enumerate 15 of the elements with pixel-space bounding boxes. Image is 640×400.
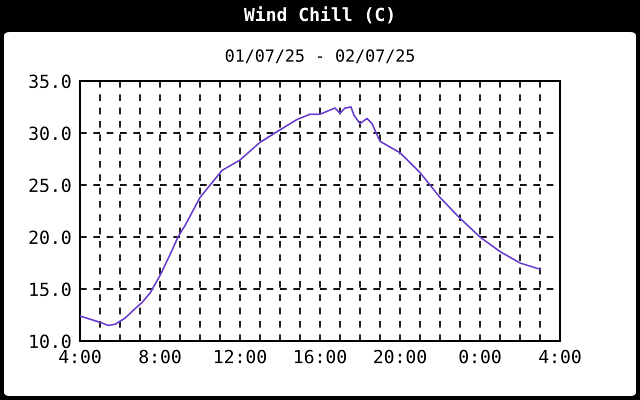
y-tick-label: 10.0: [30, 334, 70, 348]
x-tick-label: 16:00: [294, 350, 346, 364]
y-tick-label: 25.0: [30, 178, 70, 192]
y-tick-label: 20.0: [30, 230, 70, 244]
x-tick-label: 12:00: [214, 350, 266, 364]
y-tick-label: 30.0: [29, 126, 70, 140]
x-tick-label: 4:00: [59, 350, 101, 364]
x-tick-label: 8:00: [139, 350, 181, 364]
chart-title: Wind Chill (C): [244, 6, 393, 24]
y-tick-label: 15.0: [30, 282, 70, 296]
x-tick-label: 0:00: [459, 350, 501, 364]
x-tick-label: 4:00: [539, 350, 581, 364]
x-tick-label: 20:00: [374, 350, 426, 364]
chart-subtitle: 01/07/25 - 02/07/25: [226, 49, 414, 64]
y-tick-label: 35.0: [29, 74, 70, 88]
